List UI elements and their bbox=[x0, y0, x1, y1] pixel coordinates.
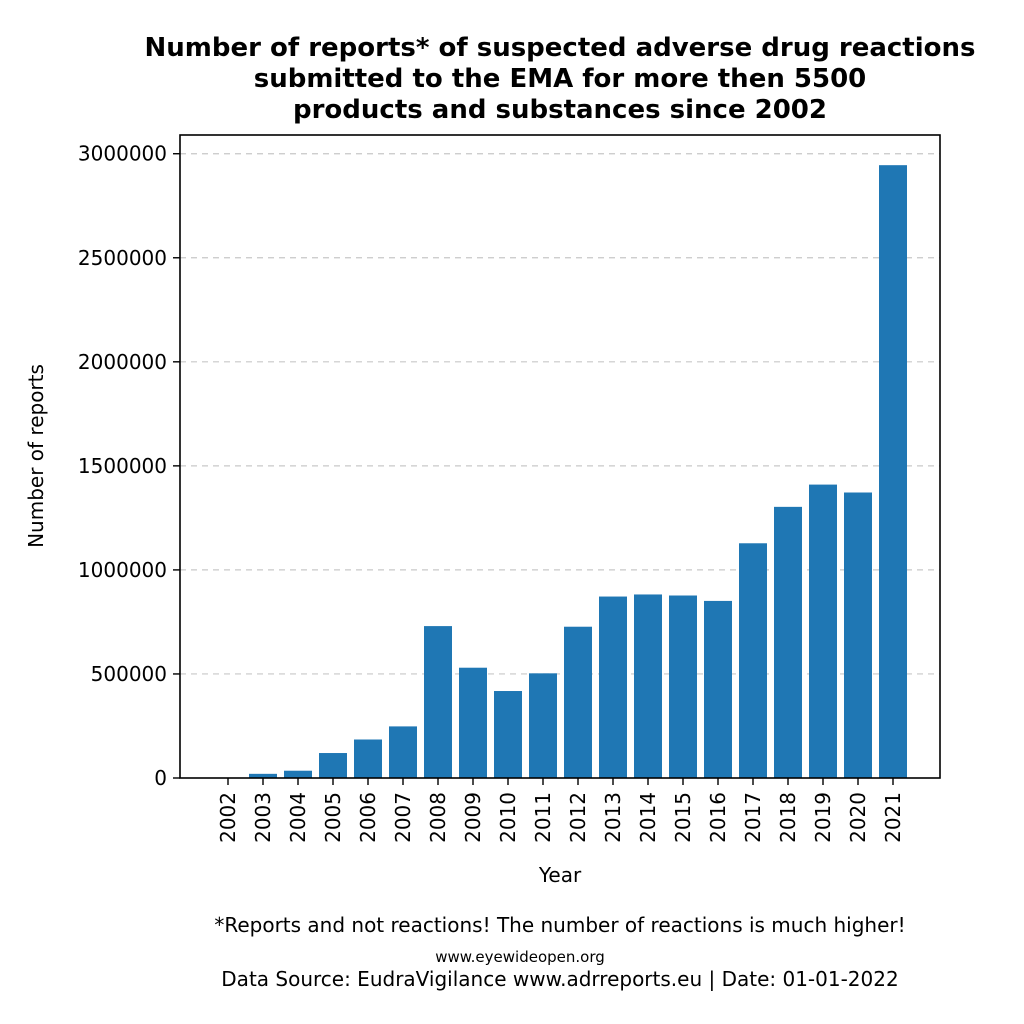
bar-2004 bbox=[284, 770, 312, 778]
bar-2013 bbox=[599, 596, 627, 778]
y-tick-label: 1500000 bbox=[78, 454, 167, 478]
x-tick-label: 2012 bbox=[566, 792, 590, 843]
footnote: *Reports and not reactions! The number o… bbox=[214, 913, 905, 937]
chart-title-line-2: submitted to the EMA for more then 5500 bbox=[254, 64, 867, 94]
x-tick-label: 2006 bbox=[356, 792, 380, 843]
bar-2019 bbox=[809, 484, 837, 778]
x-tick-label: 2004 bbox=[286, 792, 310, 843]
bar-2012 bbox=[564, 626, 592, 778]
x-tick-label: 2009 bbox=[461, 792, 485, 843]
x-tick-label: 2020 bbox=[846, 792, 870, 843]
y-axis-ticks: 0 500000 1000000 1500000 2000000 2500000 30000… bbox=[78, 142, 180, 790]
bar-2018 bbox=[774, 506, 802, 778]
bar-2009 bbox=[459, 667, 487, 778]
x-axis-ticks: 2002 2003 2004 2005 2006 2007 2008 2009 2010 2011… bbox=[216, 778, 905, 843]
bars bbox=[214, 165, 907, 778]
chart-title: Number of reports* of suspected adverse … bbox=[144, 33, 975, 125]
x-tick-label: 2018 bbox=[776, 792, 800, 843]
data-source: Data Source: EudraVigilance www.adrrepor… bbox=[221, 967, 898, 991]
y-tick-label: 1000000 bbox=[78, 558, 167, 582]
x-axis-label: Year bbox=[538, 863, 582, 887]
bar-2003 bbox=[249, 773, 277, 778]
bar-2006 bbox=[354, 739, 382, 778]
bar-2020 bbox=[844, 492, 872, 778]
gridlines bbox=[180, 153, 940, 675]
bar-2017 bbox=[739, 543, 767, 778]
bar-2010 bbox=[494, 691, 522, 778]
y-tick-label: 3000000 bbox=[78, 142, 167, 166]
x-tick-label: 2005 bbox=[321, 792, 345, 843]
y-tick-label: 0 bbox=[154, 766, 167, 790]
y-tick-label: 2000000 bbox=[78, 350, 167, 374]
bar-2015 bbox=[669, 595, 697, 778]
chart-title-line-3: products and substances since 2002 bbox=[293, 95, 827, 125]
x-tick-label: 2007 bbox=[391, 792, 415, 843]
x-tick-label: 2021 bbox=[881, 792, 905, 843]
bar-2011 bbox=[529, 673, 557, 778]
x-tick-label: 2019 bbox=[811, 792, 835, 843]
chart-title-line-1: Number of reports* of suspected adverse … bbox=[144, 33, 975, 63]
x-tick-label: 2003 bbox=[251, 792, 275, 843]
x-tick-label: 2002 bbox=[216, 792, 240, 843]
x-tick-label: 2008 bbox=[426, 792, 450, 843]
bar-2021 bbox=[879, 165, 907, 778]
x-tick-label: 2014 bbox=[636, 792, 660, 843]
bar-2005 bbox=[319, 753, 347, 778]
bar-2008 bbox=[424, 626, 452, 778]
y-tick-label: 500000 bbox=[91, 662, 167, 686]
plot-frame bbox=[179, 134, 941, 779]
watermark: www.eyewideopen.org bbox=[435, 948, 605, 966]
x-tick-label: 2011 bbox=[531, 792, 555, 843]
x-tick-label: 2013 bbox=[601, 792, 625, 843]
x-tick-label: 2017 bbox=[741, 792, 765, 843]
x-tick-label: 2016 bbox=[706, 792, 730, 843]
bar-2016 bbox=[704, 600, 732, 778]
y-tick-label: 2500000 bbox=[78, 246, 167, 270]
x-tick-label: 2015 bbox=[671, 792, 695, 843]
bar-2007 bbox=[389, 726, 417, 778]
x-tick-label: 2010 bbox=[496, 792, 520, 843]
bar-2014 bbox=[634, 594, 662, 778]
y-axis-label: Number of reports bbox=[24, 364, 48, 548]
